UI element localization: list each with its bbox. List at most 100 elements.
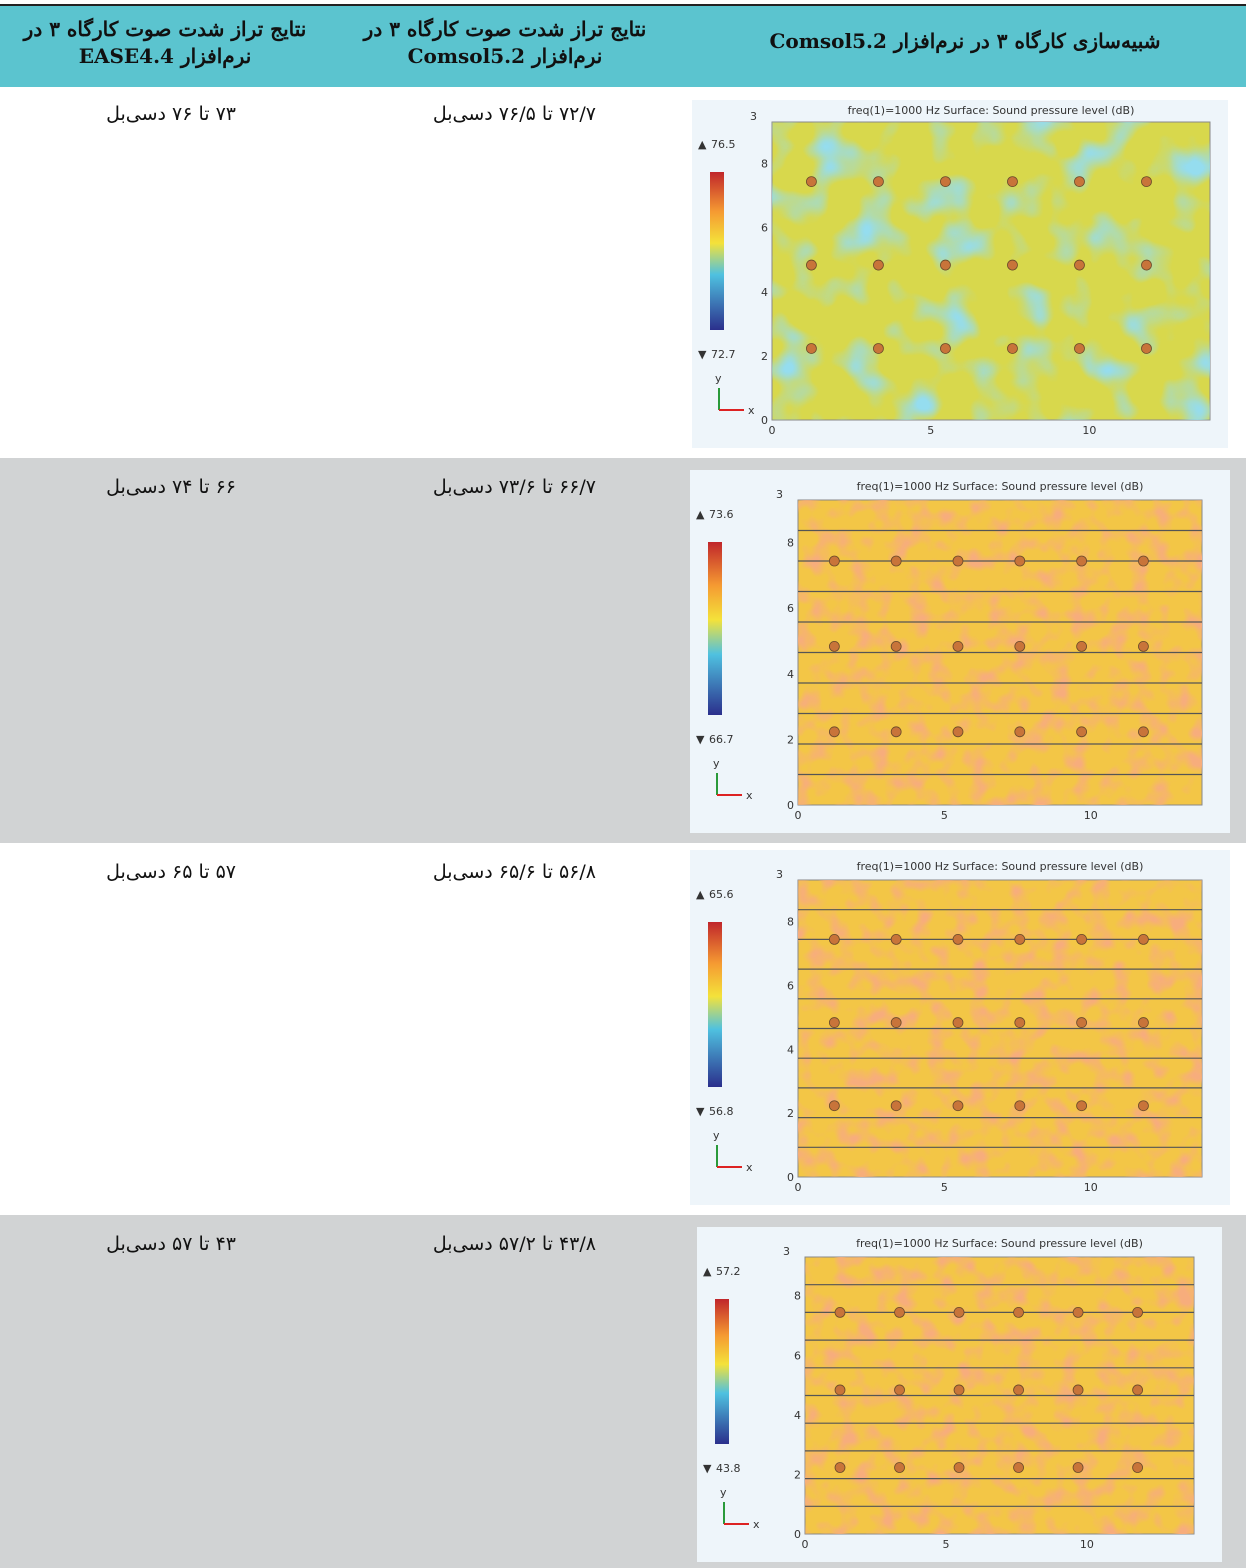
sound-source: [1138, 934, 1149, 945]
sound-source: [1138, 640, 1149, 652]
sound-source: [1007, 259, 1018, 271]
sound-source: [834, 1384, 846, 1396]
sound-source: [1014, 1017, 1026, 1028]
axis-corner: 3: [776, 868, 783, 881]
colorbar-min: 66.7: [709, 733, 734, 746]
x-tick-label: 5: [942, 1538, 949, 1551]
colorbar-max-mark: ▲: [696, 508, 705, 521]
y-tick-label: 4: [794, 1409, 801, 1422]
plot-title: freq(1)=1000 Hz Surface: Sound pressure …: [848, 104, 1135, 117]
sound-source: [952, 1017, 964, 1028]
sound-source: [894, 1384, 905, 1396]
sound-source: [952, 1100, 964, 1112]
x-tick-label: 5: [941, 1181, 948, 1194]
sound-source: [828, 555, 840, 567]
colorbar-max: 73.6: [709, 508, 734, 521]
simulation-plot: freq(1)=1000 Hz Surface: Sound pressure …: [697, 1227, 1222, 1562]
sound-source: [828, 934, 840, 945]
sound-source: [873, 343, 884, 354]
colorbar-min-mark: ▼: [703, 1462, 712, 1475]
x-tick-label: 0: [795, 809, 802, 822]
sound-source: [873, 176, 884, 187]
sound-source: [1014, 555, 1026, 567]
sound-source: [1076, 1100, 1088, 1112]
simulation-plot: freq(1)=1000 Hz Surface: Sound pressure …: [690, 850, 1230, 1205]
sound-source: [953, 1384, 965, 1396]
colorbar-min: 43.8: [716, 1462, 741, 1475]
sound-source: [1076, 934, 1088, 945]
y-tick-label: 0: [787, 799, 794, 812]
axis-corner: 3: [750, 110, 757, 123]
sound-source: [806, 259, 817, 271]
sound-source: [1076, 726, 1088, 738]
header-cell: نتایج تراز شدت صوت کارگاه ۳ در نرم‌افزار…: [23, 17, 307, 68]
y-tick-label: 8: [787, 537, 794, 550]
sound-source: [1007, 176, 1018, 187]
x-tick-label: 10: [1082, 424, 1096, 437]
plot-title: freq(1)=1000 Hz Surface: Sound pressure …: [856, 1237, 1143, 1250]
table-row: ۷۳ تا ۷۶ دسی‌بل ۷۲/۷ تا ۷۶/۵ دسی‌بل: [0, 85, 1246, 458]
axis-corner: 3: [776, 488, 783, 501]
colorbar: [708, 542, 722, 715]
axis-corner: 3: [783, 1245, 790, 1258]
sound-source: [1138, 726, 1149, 738]
colorbar-min: 56.8: [709, 1105, 734, 1118]
y-tick-label: 6: [787, 979, 794, 992]
table-row: ۵۷ تا ۶۵ دسی‌بل ۵۶/۸ تا ۶۵/۶ دسی‌بل: [0, 843, 1246, 1215]
x-tick-label: 10: [1084, 809, 1098, 822]
y-tick-label: 8: [761, 158, 768, 171]
sound-source: [890, 1100, 902, 1112]
sound-source: [953, 1307, 965, 1318]
y-tick-label: 4: [787, 1043, 794, 1056]
simulation-plot: freq(1)=1000 Hz Surface: Sound pressure …: [692, 100, 1228, 448]
axis-y-label: y: [715, 372, 722, 385]
colorbar-max: 65.6: [709, 888, 734, 901]
colorbar-min-mark: ▼: [696, 733, 705, 746]
y-tick-label: 2: [787, 733, 794, 746]
sound-source: [834, 1307, 846, 1318]
sound-source: [953, 1462, 965, 1473]
ease-result: ۵۷ تا ۶۵ دسی‌بل: [106, 861, 236, 883]
y-tick-label: 2: [787, 1107, 794, 1120]
y-tick-label: 8: [794, 1290, 801, 1303]
y-tick-label: 4: [761, 286, 768, 299]
sound-source: [894, 1462, 905, 1473]
sound-source: [1132, 1307, 1143, 1318]
sound-source: [1138, 1017, 1149, 1028]
colorbar: [710, 172, 724, 330]
colorbar-max-mark: ▲: [698, 138, 707, 151]
colorbar-min-mark: ▼: [696, 1105, 705, 1118]
sound-source: [952, 934, 964, 945]
sound-source: [952, 640, 964, 652]
heatmap-noise: [772, 122, 1210, 420]
x-tick-label: 0: [769, 424, 776, 437]
sound-source: [873, 259, 884, 271]
x-tick-label: 10: [1084, 1181, 1098, 1194]
sound-source: [1138, 555, 1149, 567]
ease-result: ۷۳ تا ۷۶ دسی‌بل: [106, 103, 236, 125]
y-tick-label: 2: [761, 350, 768, 363]
sound-source: [828, 640, 840, 652]
comsol-result: ۷۲/۷ تا ۷۶/۵ دسی‌بل: [432, 103, 596, 125]
sound-source: [1141, 259, 1152, 271]
axis-x-label: x: [753, 1518, 760, 1531]
sound-source: [1074, 259, 1085, 271]
axis-x-label: x: [746, 1161, 753, 1174]
axis-x-label: x: [746, 789, 753, 802]
sound-source: [1013, 1462, 1024, 1473]
sound-source: [1072, 1307, 1084, 1318]
sound-source: [1014, 726, 1026, 738]
sound-source: [1007, 343, 1018, 354]
sound-source: [806, 343, 817, 354]
y-tick-label: 6: [794, 1349, 801, 1362]
header-cell: شبیه‌سازی کارگاه ۳ در نرم‌افزار Comsol5.…: [769, 29, 1161, 53]
sound-source: [894, 1307, 905, 1318]
sound-source: [890, 555, 902, 567]
plot-title: freq(1)=1000 Hz Surface: Sound pressure …: [857, 860, 1144, 873]
sound-source: [834, 1462, 846, 1473]
sound-source: [828, 1017, 840, 1028]
axis-x-label: x: [748, 404, 755, 417]
sound-source: [1072, 1384, 1084, 1396]
x-tick-label: 0: [802, 1538, 809, 1551]
